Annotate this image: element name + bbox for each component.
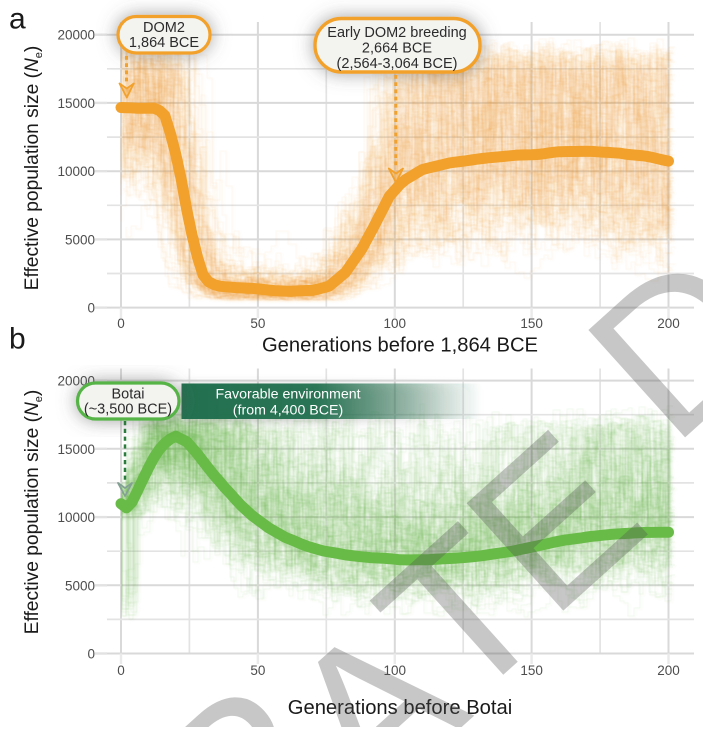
svg-text:100: 100 (384, 663, 407, 678)
svg-text:Generations before Botai: Generations before Botai (288, 697, 512, 719)
svg-text:5000: 5000 (65, 232, 95, 247)
svg-text:Botai: Botai (111, 387, 144, 403)
svg-text:0: 0 (87, 647, 95, 662)
svg-text:Early DOM2 breeding: Early DOM2 breeding (327, 25, 466, 41)
svg-text:1,864 BCE: 1,864 BCE (129, 35, 199, 51)
svg-text:200: 200 (657, 316, 680, 331)
svg-text:20000: 20000 (57, 28, 95, 43)
svg-text:0: 0 (87, 301, 95, 316)
svg-text:(from 4,400 BCE): (from 4,400 BCE) (233, 403, 343, 419)
svg-text:15000: 15000 (57, 442, 95, 457)
svg-text:Effective population size (Ne): Effective population size (Ne) (22, 46, 45, 291)
svg-text:15000: 15000 (57, 96, 95, 111)
svg-text:50: 50 (250, 316, 265, 331)
svg-text:100: 100 (384, 316, 407, 331)
svg-text:0: 0 (117, 663, 125, 678)
svg-text:50: 50 (250, 663, 265, 678)
svg-text:150: 150 (520, 663, 543, 678)
svg-text:0: 0 (117, 316, 125, 331)
svg-text:2,664 BCE: 2,664 BCE (362, 41, 432, 57)
svg-text:(2,564-3,064 BCE): (2,564-3,064 BCE) (337, 56, 458, 72)
svg-text:150: 150 (520, 316, 543, 331)
svg-text:10000: 10000 (57, 164, 95, 179)
svg-text:b: b (9, 323, 26, 356)
svg-text:5000: 5000 (65, 578, 95, 593)
svg-text:Effective population size (Ne): Effective population size (Ne) (22, 390, 45, 635)
svg-text:Generations before 1,864 BCE: Generations before 1,864 BCE (262, 335, 538, 357)
svg-text:Favorable environment: Favorable environment (215, 387, 360, 403)
svg-text:(~3,500 BCE): (~3,500 BCE) (84, 402, 172, 418)
svg-text:a: a (9, 3, 26, 36)
svg-text:10000: 10000 (57, 510, 95, 525)
svg-text:200: 200 (657, 663, 680, 678)
svg-text:DOM2: DOM2 (143, 20, 185, 36)
